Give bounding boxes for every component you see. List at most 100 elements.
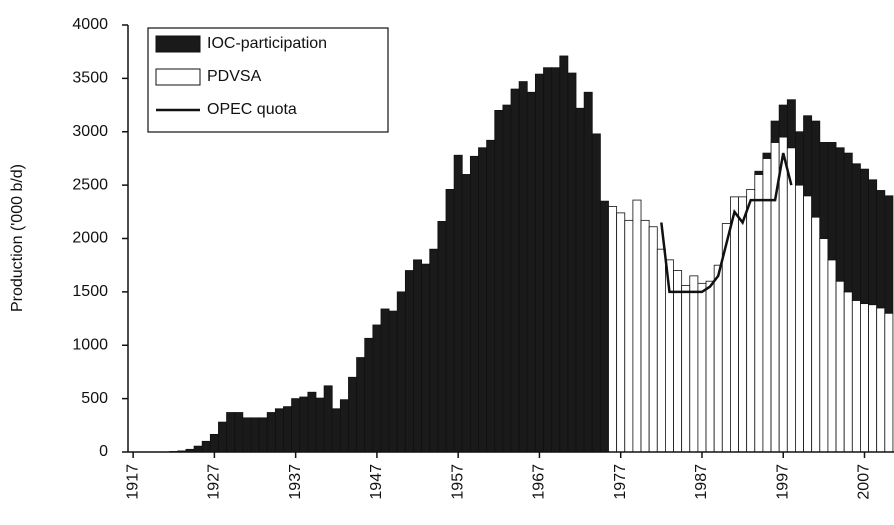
bar xyxy=(307,391,317,453)
x-tick-label: 1957 xyxy=(449,464,466,500)
bar xyxy=(380,308,390,453)
bar xyxy=(835,280,845,453)
bar xyxy=(575,107,585,453)
bar xyxy=(843,152,853,293)
bar xyxy=(851,163,861,301)
bar xyxy=(315,397,325,453)
bar xyxy=(404,270,414,453)
bar xyxy=(713,264,723,453)
bar xyxy=(689,275,699,453)
bar xyxy=(591,133,601,453)
bar xyxy=(860,303,869,453)
bar xyxy=(486,139,496,453)
bar xyxy=(193,445,203,453)
bar xyxy=(299,396,309,453)
bar xyxy=(364,337,374,453)
x-tick-label: 1917 xyxy=(124,464,141,500)
bar xyxy=(827,259,837,453)
bar xyxy=(640,219,650,453)
bar xyxy=(876,190,886,309)
bar xyxy=(843,291,853,453)
bar xyxy=(445,188,455,453)
bar xyxy=(762,158,772,453)
x-tick-label: 1997 xyxy=(774,464,791,500)
bar xyxy=(795,131,804,186)
y-tick-label: 3500 xyxy=(72,70,108,87)
bar xyxy=(819,238,829,453)
bar xyxy=(608,206,618,453)
legend-swatch xyxy=(155,35,201,53)
bar xyxy=(795,184,804,453)
bar xyxy=(469,155,479,453)
bar xyxy=(478,147,488,453)
bar xyxy=(429,248,439,453)
bar xyxy=(226,412,236,453)
bar xyxy=(413,259,423,453)
legend: IOC-participation PDVSA OPEC quota xyxy=(147,27,389,133)
y-tick-label: 3000 xyxy=(72,123,108,140)
line xyxy=(660,152,793,294)
bar xyxy=(778,104,788,138)
x-tick-label: 1947 xyxy=(368,464,385,500)
bar xyxy=(786,99,796,149)
bar xyxy=(551,67,561,453)
bar xyxy=(201,440,211,453)
y-tick-label: 0 xyxy=(99,443,108,460)
bar xyxy=(762,152,772,159)
bar xyxy=(738,196,748,453)
y-tick-label: 500 xyxy=(81,390,108,407)
bar xyxy=(868,304,878,453)
bar xyxy=(526,91,536,453)
bar xyxy=(258,417,268,453)
y-tick-label: 1500 xyxy=(72,283,108,300)
bar xyxy=(819,142,829,239)
bar xyxy=(632,199,642,453)
bar xyxy=(356,357,366,453)
bar xyxy=(234,412,244,453)
bar xyxy=(835,147,845,282)
bar xyxy=(331,408,341,453)
legend-label: OPEC quota xyxy=(207,101,297,118)
bar xyxy=(502,104,512,453)
bar xyxy=(283,406,292,453)
bar xyxy=(266,412,276,453)
bar xyxy=(811,120,821,218)
y-tick-label: 2000 xyxy=(72,230,108,247)
bar xyxy=(396,291,406,453)
x-tick-label: 1987 xyxy=(693,464,710,500)
y-tick-label: 1000 xyxy=(72,336,108,353)
bar xyxy=(811,216,821,453)
x-tick-label: 1967 xyxy=(531,464,548,500)
legend-label: IOC-participation xyxy=(207,35,327,52)
y-axis-label: Production ('000 b/d) xyxy=(9,164,26,312)
bar xyxy=(778,136,788,453)
bar xyxy=(291,398,301,453)
bar xyxy=(461,174,471,453)
bar xyxy=(453,154,463,453)
bar xyxy=(624,219,634,453)
bar xyxy=(860,168,869,305)
bar xyxy=(339,399,349,453)
bar xyxy=(437,221,447,453)
y-tick-label: 4000 xyxy=(72,16,108,33)
x-tick-label: 1927 xyxy=(206,464,223,500)
bar xyxy=(543,67,553,453)
bar xyxy=(827,142,837,261)
bar xyxy=(754,174,764,453)
bar xyxy=(583,91,593,453)
bar xyxy=(673,270,683,453)
bar xyxy=(599,200,609,453)
bar xyxy=(510,88,520,453)
bar xyxy=(274,408,284,453)
bar xyxy=(730,196,739,453)
x-tick-label: 2007 xyxy=(856,464,873,500)
bar xyxy=(876,307,886,453)
bar xyxy=(323,385,333,453)
legend-label: PDVSA xyxy=(207,68,262,85)
bar xyxy=(656,248,666,453)
bar xyxy=(648,226,658,453)
bar xyxy=(868,179,878,306)
bar xyxy=(494,110,504,453)
bar xyxy=(697,282,707,453)
